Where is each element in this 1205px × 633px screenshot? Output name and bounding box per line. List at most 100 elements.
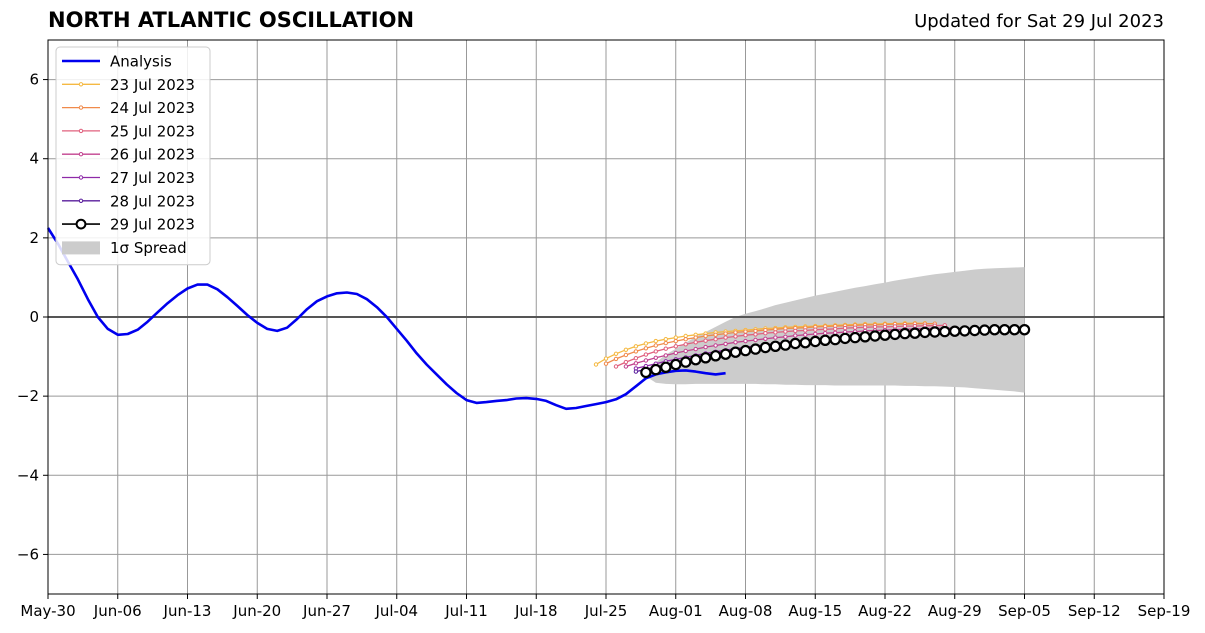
forecast-point [889, 328, 901, 341]
legend-item: 25 Jul 2023 [62, 122, 195, 140]
legend-label: 29 Jul 2023 [110, 216, 195, 234]
y-tick-label: 4 [29, 150, 39, 168]
forecast-point [862, 325, 868, 330]
forecast-point [650, 363, 662, 376]
forecast-point [783, 334, 788, 339]
x-tick-label: Sep-12 [1068, 602, 1121, 620]
forecast-point [633, 349, 639, 354]
forecast-point [789, 337, 802, 350]
y-tick-label: −4 [17, 466, 39, 484]
forecast-25-jul-2023 [613, 323, 947, 369]
legend-marker [78, 105, 84, 110]
forecast-point [693, 346, 698, 352]
forecast-point [690, 354, 702, 366]
y-tick-label: 6 [29, 71, 39, 89]
forecast-point [713, 343, 718, 348]
forecast-point [1008, 324, 1021, 336]
forecast-point [839, 332, 851, 345]
forecast-point [793, 328, 798, 334]
forecast-point [723, 341, 728, 347]
forecast-point [643, 346, 649, 351]
forecast-point [833, 326, 838, 332]
forecast-point [879, 329, 891, 341]
forecast-point [909, 327, 921, 339]
forecast-point [653, 349, 658, 354]
forecast-point [713, 337, 718, 342]
forecast-point [849, 331, 861, 344]
forecast-point [978, 324, 991, 336]
y-tick-label: 2 [29, 229, 39, 247]
analysis-series [46, 227, 726, 411]
forecast-point [969, 324, 981, 337]
forecast-point [823, 327, 828, 332]
legend-label: 28 Jul 2023 [110, 192, 195, 210]
forecast-point [623, 359, 629, 365]
x-tick-label: Aug-29 [928, 602, 982, 620]
forecast-point [673, 344, 678, 349]
forecast-point [803, 328, 808, 333]
forecast-point [603, 356, 609, 361]
forecast-29-jul-2023 [640, 324, 1031, 379]
legend-item: 24 Jul 2023 [62, 99, 195, 117]
forecast-series [593, 321, 1031, 379]
x-tick-label: Jul-18 [514, 602, 558, 620]
forecast-point [733, 330, 738, 335]
forecast-point [673, 350, 678, 356]
forecast-point [773, 335, 778, 340]
legend-label: 27 Jul 2023 [110, 169, 195, 187]
legend-label: Analysis [110, 53, 172, 71]
forecast-point [673, 335, 678, 340]
forecast-point [663, 337, 668, 342]
forecast-point [663, 346, 668, 351]
forecast-point [613, 356, 619, 362]
forecast-point [613, 364, 619, 369]
forecast-point [643, 352, 649, 357]
forecast-point [623, 364, 629, 369]
x-tick-label: Jun-27 [302, 602, 351, 620]
legend-marker [78, 175, 84, 180]
forecast-point [643, 341, 649, 346]
forecast-point [753, 332, 758, 337]
forecast-point [829, 333, 841, 346]
analysis-line [46, 227, 726, 411]
legend-marker [78, 82, 84, 87]
forecast-point [673, 338, 678, 344]
forecast-point [753, 337, 758, 343]
forecast-point [743, 329, 748, 334]
legend-marker [75, 218, 87, 230]
legend-item: 27 Jul 2023 [62, 169, 195, 187]
x-axis-ticks: May-30 Jun-06 Jun-13 Jun-20 Jun-27 Jul-04 Jul-… [20, 594, 1190, 620]
forecast-point [633, 356, 639, 361]
legend-item: Analysis [62, 53, 172, 71]
forecast-point [670, 358, 682, 371]
forecast-point [988, 324, 1001, 336]
forecast-point [723, 331, 728, 336]
x-tick-label: Sep-05 [998, 602, 1051, 620]
x-tick-label: Aug-15 [788, 602, 842, 620]
legend-item: 28 Jul 2023 [62, 192, 195, 210]
legend-item: 1σ Spread [62, 239, 187, 257]
chart-subtitle: Updated for Sat 29 Jul 2023 [914, 11, 1164, 32]
legend-item: 23 Jul 2023 [62, 76, 195, 94]
forecast-point [783, 329, 788, 334]
x-tick-label: Sep-19 [1138, 602, 1191, 620]
legend-swatch [62, 241, 100, 255]
forecast-point [683, 348, 688, 354]
x-tick-label: Jul-04 [374, 602, 418, 620]
forecast-line [595, 322, 925, 366]
forecast-point [852, 325, 858, 330]
forecast-point [813, 331, 818, 337]
forecast-point [683, 337, 688, 342]
forecast-point [872, 324, 878, 330]
legend-marker [78, 198, 84, 204]
forecast-point [749, 343, 762, 355]
forecast-point [859, 331, 871, 343]
forecast-point [603, 361, 609, 366]
x-tick-label: May-30 [20, 602, 75, 620]
chart-title: NORTH ATLANTIC OSCILLATION [48, 8, 415, 32]
forecast-point [809, 335, 822, 348]
forecast-point [733, 340, 738, 345]
x-tick-label: Aug-08 [719, 602, 773, 620]
forecast-point [663, 353, 668, 358]
